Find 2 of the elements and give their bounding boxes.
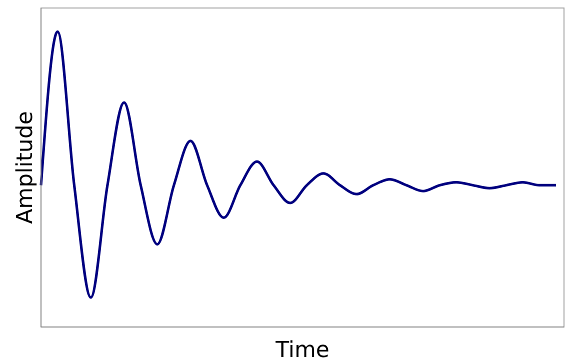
y-axis-title: Amplitude (12, 111, 38, 224)
x-axis-title: Time (274, 338, 330, 360)
